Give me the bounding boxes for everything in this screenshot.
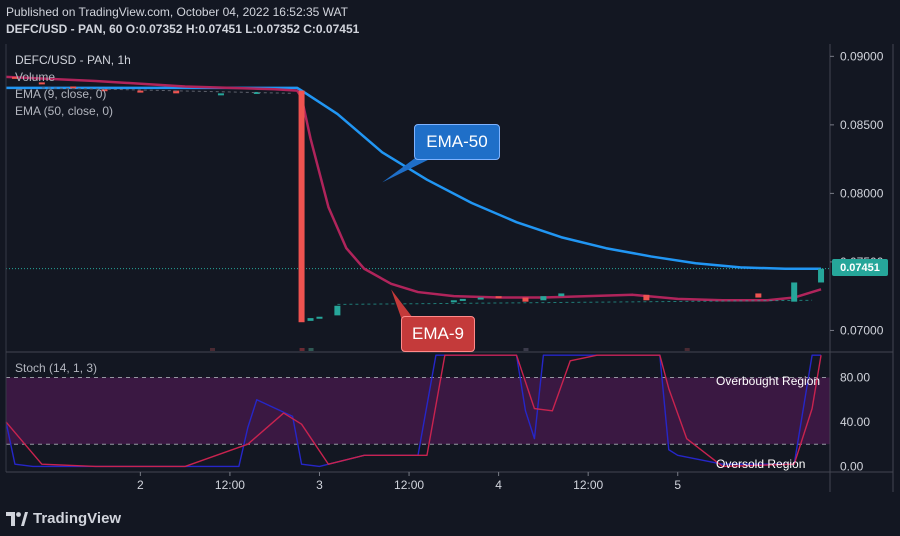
candle-up bbox=[307, 318, 314, 321]
time-tick-label: 12:00 bbox=[394, 478, 424, 492]
candle-up bbox=[818, 268, 825, 283]
candle-down bbox=[137, 90, 144, 93]
candle-down bbox=[755, 293, 762, 298]
candle-down bbox=[38, 82, 45, 85]
time-tick-label: 12:00 bbox=[573, 478, 603, 492]
time-tick-label: 5 bbox=[674, 478, 681, 492]
candle-down bbox=[495, 296, 502, 299]
oversold-region-label: Oversold Region bbox=[716, 457, 806, 471]
stoch-band bbox=[6, 377, 830, 445]
candle-down bbox=[522, 297, 529, 302]
volume-layer bbox=[210, 348, 690, 351]
candle-down bbox=[101, 89, 108, 92]
stoch-legend: Stoch (14, 1, 3) bbox=[15, 360, 97, 377]
chart-header: Published on TradingView.com, October 04… bbox=[6, 4, 359, 38]
ema50-callout: EMA-50 bbox=[414, 124, 500, 160]
time-tick-label: 2 bbox=[137, 478, 144, 492]
candle-up bbox=[477, 297, 484, 300]
published-line: Published on TradingView.com, October 04… bbox=[6, 5, 348, 19]
stoch-layer bbox=[5, 354, 822, 468]
stoch-tick-label: 0.00 bbox=[840, 459, 864, 473]
price-tick-label: 0.07000 bbox=[840, 323, 884, 337]
stoch-label[interactable]: Stoch (14, 1, 3) bbox=[15, 361, 98, 375]
overbought-region-label: Overbought Region bbox=[716, 374, 821, 388]
volume-bar bbox=[210, 348, 215, 351]
candle-up bbox=[459, 298, 466, 301]
candle-up bbox=[558, 293, 565, 297]
tradingview-logo[interactable]: TradingView bbox=[6, 510, 121, 527]
axes-layer: 0.090000.085000.080000.075000.07000212:0… bbox=[5, 44, 894, 492]
ohlc-line: DEFC/USD - PAN, 60 O:0.07352 H:0.07451 L… bbox=[6, 22, 360, 36]
volume-bar bbox=[684, 348, 690, 351]
candle-down bbox=[11, 76, 18, 79]
candle-up bbox=[791, 282, 798, 302]
time-tick-label: 3 bbox=[316, 478, 323, 492]
volume-bar bbox=[523, 348, 529, 351]
time-tick-label: 4 bbox=[495, 478, 502, 492]
volume-bar bbox=[308, 348, 314, 351]
candle-up bbox=[450, 300, 457, 303]
stoch-band-layer bbox=[6, 376, 830, 445]
price-tick-label: 0.09000 bbox=[840, 49, 884, 63]
stoch-tick-label: 40.00 bbox=[840, 415, 870, 429]
candle-up bbox=[540, 296, 547, 301]
flat-candle-line bbox=[337, 299, 813, 305]
volume-bar bbox=[299, 348, 305, 351]
candle-down bbox=[643, 294, 650, 301]
candles-layer bbox=[11, 76, 825, 326]
tradingview-icon bbox=[6, 511, 28, 526]
main-legend: DEFC/USD - PAN, 1h Volume EMA (9, close,… bbox=[15, 52, 131, 120]
ema50-label[interactable]: EMA (50, close, 0) bbox=[15, 104, 114, 118]
candle-up bbox=[217, 93, 224, 96]
candle-up bbox=[334, 305, 341, 316]
price-tick-label: 0.08000 bbox=[840, 186, 884, 200]
stoch-tick-label: 80.00 bbox=[840, 370, 870, 384]
time-tick-label: 12:00 bbox=[215, 478, 245, 492]
candle-down bbox=[70, 86, 77, 89]
symbol-label[interactable]: DEFC/USD - PAN, 1h bbox=[15, 53, 131, 67]
candle-down bbox=[298, 90, 305, 323]
ema9-callout: EMA-9 bbox=[401, 316, 475, 352]
candle-down bbox=[173, 90, 180, 94]
candle-up bbox=[316, 316, 323, 319]
candle-up bbox=[253, 91, 260, 94]
last-price-tag: 0.07451 bbox=[832, 259, 888, 276]
price-tick-label: 0.08500 bbox=[840, 118, 884, 132]
brand-label: TradingView bbox=[33, 510, 122, 527]
stoch-d-line bbox=[5, 354, 822, 468]
ema9-layer bbox=[5, 75, 822, 302]
volume-label[interactable]: Volume bbox=[15, 70, 56, 84]
ema9-line bbox=[5, 75, 822, 302]
ema9-label[interactable]: EMA (9, close, 0) bbox=[15, 87, 107, 101]
